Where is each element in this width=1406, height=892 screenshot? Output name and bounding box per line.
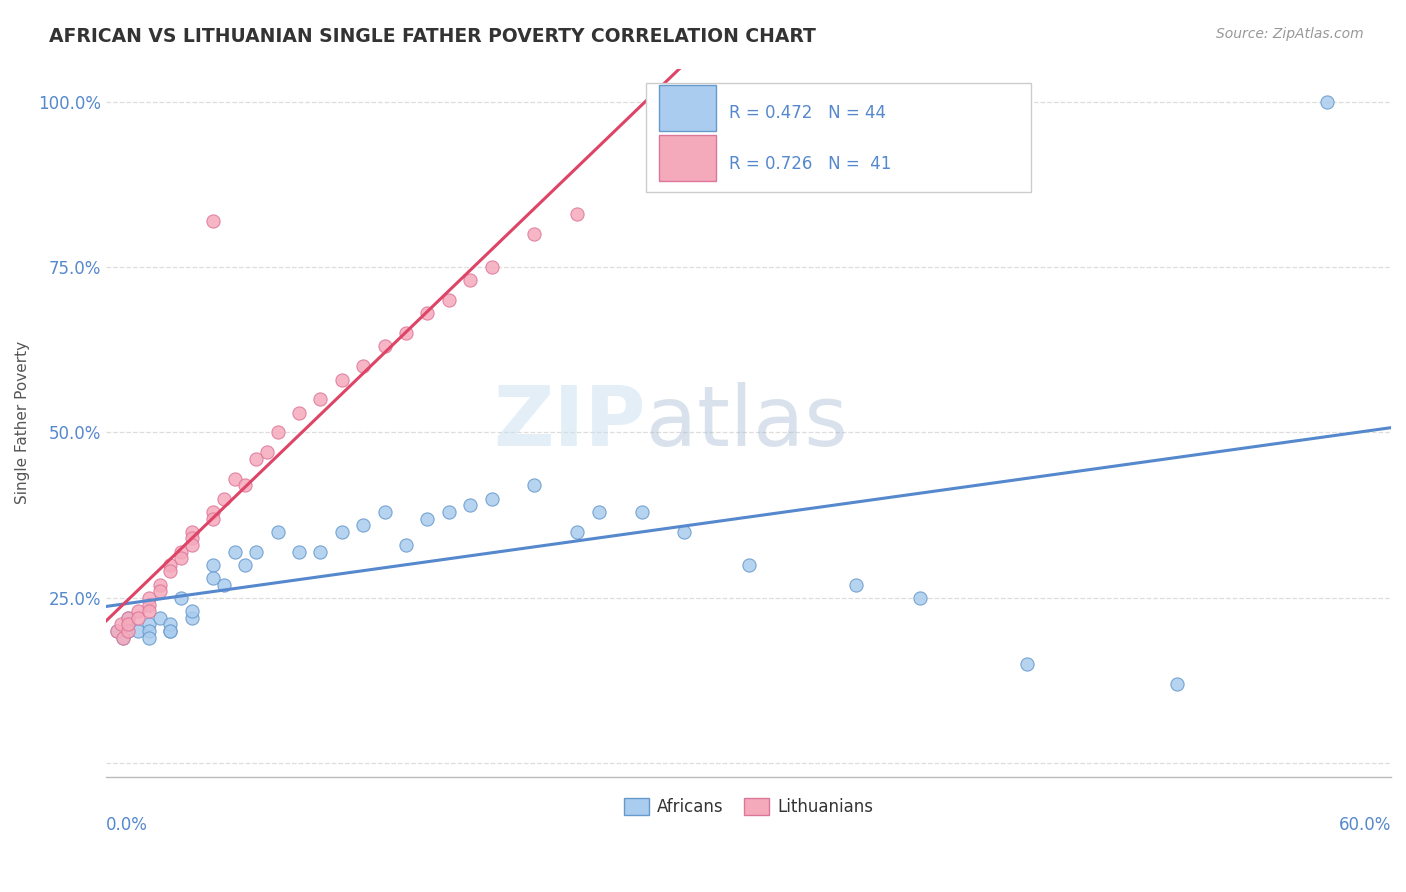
Point xyxy=(149,584,172,599)
Point xyxy=(127,624,149,638)
Text: atlas: atlas xyxy=(645,382,848,463)
Point xyxy=(395,326,418,341)
Point xyxy=(588,505,610,519)
Point xyxy=(202,213,225,227)
Point xyxy=(112,631,135,645)
Point xyxy=(138,604,160,618)
Point xyxy=(235,478,257,492)
Point xyxy=(437,505,460,519)
Text: R = 0.726   N =  41: R = 0.726 N = 41 xyxy=(730,155,891,173)
Point xyxy=(374,505,396,519)
Point xyxy=(159,624,181,638)
Point xyxy=(138,591,160,605)
Bar xyxy=(658,136,717,181)
Text: ZIP: ZIP xyxy=(494,382,645,463)
Point xyxy=(458,273,481,287)
Point xyxy=(1166,677,1188,691)
Point xyxy=(117,624,139,638)
Point xyxy=(523,478,546,492)
Point xyxy=(212,578,235,592)
Point xyxy=(159,624,181,638)
Point xyxy=(567,524,589,539)
Point xyxy=(352,359,374,374)
Point xyxy=(159,565,181,579)
Text: R = 0.472   N = 44: R = 0.472 N = 44 xyxy=(730,104,886,122)
Point xyxy=(224,544,246,558)
Point xyxy=(567,207,589,221)
Point xyxy=(330,524,353,539)
Point xyxy=(673,524,696,539)
Point xyxy=(330,373,353,387)
Point xyxy=(437,293,460,307)
Point xyxy=(202,511,225,525)
Point xyxy=(395,538,418,552)
Point xyxy=(309,392,332,407)
Point xyxy=(212,491,235,506)
Point xyxy=(1316,95,1339,109)
Point xyxy=(288,406,311,420)
Legend: Africans, Lithuanians: Africans, Lithuanians xyxy=(619,793,879,822)
Point xyxy=(117,624,139,638)
Point xyxy=(737,558,759,572)
Point xyxy=(235,558,257,572)
Point xyxy=(170,544,193,558)
Point xyxy=(138,631,160,645)
Text: 0.0%: 0.0% xyxy=(107,815,148,833)
Point xyxy=(256,445,278,459)
Point xyxy=(105,624,128,638)
Point xyxy=(202,571,225,585)
Bar xyxy=(658,85,717,131)
Point xyxy=(908,591,931,605)
Point xyxy=(159,617,181,632)
Point xyxy=(481,491,503,506)
Point xyxy=(159,558,181,572)
Point xyxy=(170,551,193,566)
Point xyxy=(523,227,546,241)
Point xyxy=(127,604,149,618)
Text: 60.0%: 60.0% xyxy=(1339,815,1391,833)
Point xyxy=(352,518,374,533)
Point xyxy=(138,624,160,638)
Point xyxy=(481,260,503,274)
Text: AFRICAN VS LITHUANIAN SINGLE FATHER POVERTY CORRELATION CHART: AFRICAN VS LITHUANIAN SINGLE FATHER POVE… xyxy=(49,27,815,45)
Point xyxy=(110,617,132,632)
Point xyxy=(170,591,193,605)
Point xyxy=(374,339,396,353)
Point xyxy=(266,425,288,440)
Point xyxy=(202,558,225,572)
Text: Source: ZipAtlas.com: Source: ZipAtlas.com xyxy=(1216,27,1364,41)
Point xyxy=(138,598,160,612)
Point xyxy=(309,544,332,558)
Point xyxy=(245,544,267,558)
Point xyxy=(458,498,481,512)
Point xyxy=(845,578,868,592)
Point xyxy=(630,505,652,519)
Point xyxy=(117,617,139,632)
Point xyxy=(117,611,139,625)
Point xyxy=(112,631,135,645)
Point xyxy=(266,524,288,539)
Point xyxy=(224,472,246,486)
Point xyxy=(180,604,202,618)
Point xyxy=(138,617,160,632)
Point xyxy=(245,452,267,467)
Point xyxy=(149,611,172,625)
Point xyxy=(117,617,139,632)
Point xyxy=(416,511,439,525)
Point xyxy=(180,611,202,625)
Point xyxy=(180,538,202,552)
Point xyxy=(180,524,202,539)
Point xyxy=(117,611,139,625)
Point xyxy=(180,532,202,546)
Point xyxy=(416,306,439,320)
Y-axis label: Single Father Poverty: Single Father Poverty xyxy=(15,341,30,504)
FancyBboxPatch shape xyxy=(645,83,1031,193)
Point xyxy=(202,505,225,519)
Point xyxy=(127,611,149,625)
Point xyxy=(1015,657,1038,672)
Point xyxy=(149,578,172,592)
Point xyxy=(105,624,128,638)
Point xyxy=(288,544,311,558)
